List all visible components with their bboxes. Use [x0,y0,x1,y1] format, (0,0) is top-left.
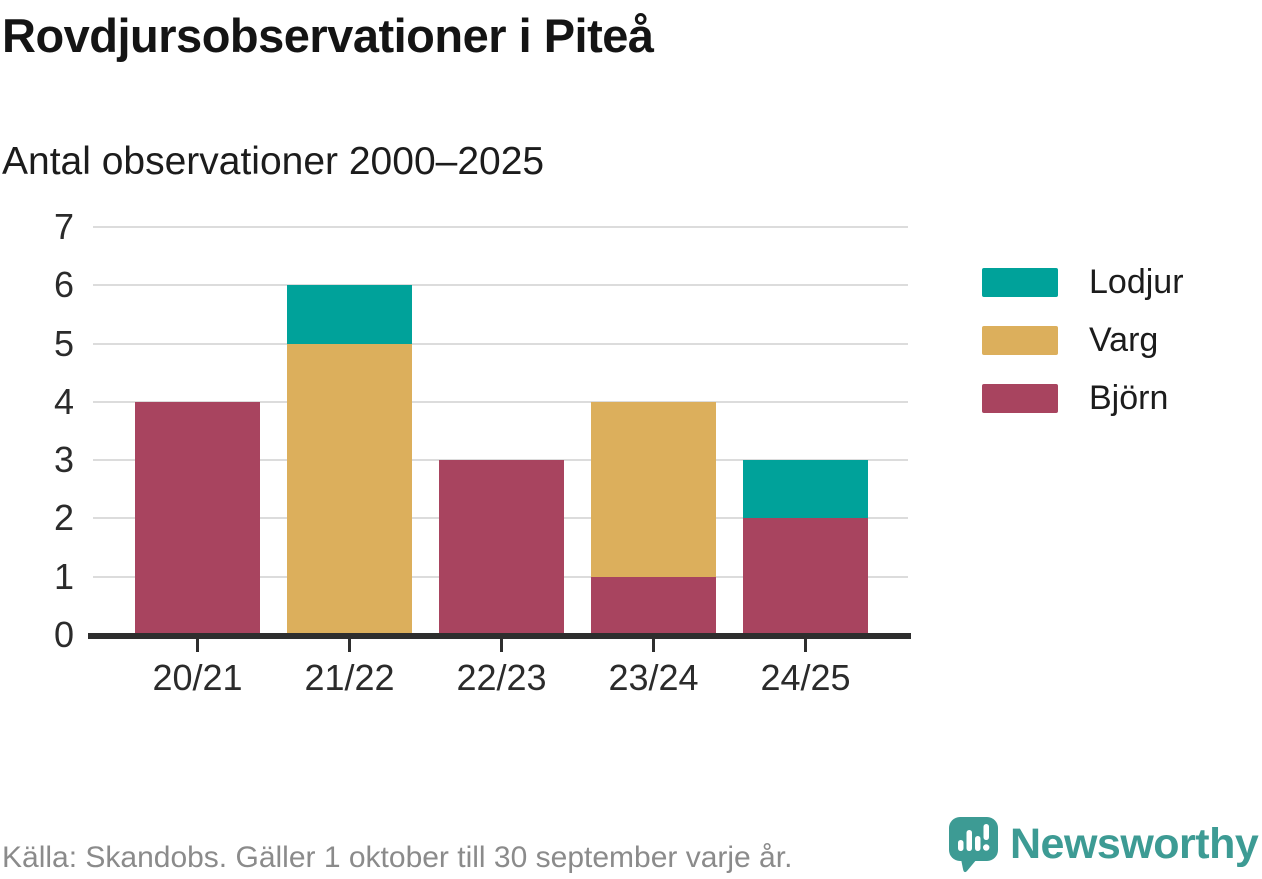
legend-item: Varg [982,311,1184,369]
y-axis: 0 1 2 3 4 5 6 7 [0,206,74,655]
bar-segment-bjorn [591,576,716,635]
x-axis-baseline [88,633,911,639]
x-axis-tick [500,639,503,652]
legend: Lodjur Varg Björn [982,253,1184,427]
gridline [93,400,908,403]
bar-segment-lodjur [287,285,412,344]
source-note: Källa: Skandobs. Gäller 1 oktober till 3… [2,841,793,874]
y-tick-label: 5 [53,322,74,364]
legend-label: Varg [1089,320,1159,359]
y-tick-label: 6 [53,264,74,306]
y-tick-label: 0 [53,614,74,655]
legend-swatch [982,325,1058,355]
chart-subtitle: Antal observationer 2000–2025 [2,140,545,183]
x-tick-label: 20/21 [152,657,243,698]
gridline [93,226,908,228]
y-tick-label: 4 [53,380,74,422]
bar-segment-bjorn [743,518,868,635]
legend-label: Lodjur [1089,262,1184,301]
legend-item: Björn [982,369,1184,427]
newsworthy-bubble-chart-icon [949,817,998,873]
x-axis-tick [804,639,807,652]
plot-area: 20/21 21/22 22/23 23/24 24/25 [88,226,911,698]
x-axis-tick [652,639,655,652]
x-tick-label: 24/25 [760,657,851,698]
bar-segment-varg [287,343,412,635]
gridline [93,342,908,345]
bar-segment-bjorn [135,401,260,635]
y-tick-label: 3 [53,439,74,481]
chart-title: Rovdjursobservationer i Piteå [2,9,654,62]
gridline [93,459,908,462]
x-tick-label: 21/22 [304,657,395,698]
y-tick-label: 1 [53,555,74,597]
y-tick-label: 7 [53,206,74,247]
newsworthy-wordmark: Newsworthy [1010,819,1259,868]
x-axis-tick [348,639,351,652]
x-axis-tick [196,639,199,652]
bar-segment-varg [591,401,716,577]
gridline [93,284,908,287]
legend-item: Lodjur [982,253,1184,311]
legend-swatch [982,267,1058,297]
bar-segment-bjorn [439,460,564,635]
bar-segment-lodjur [743,460,868,519]
newsworthy-logo: Newsworthy [946,815,1259,873]
legend-swatch [982,383,1058,413]
x-tick-label: 23/24 [608,657,699,698]
x-tick-label: 22/23 [456,657,547,698]
y-tick-label: 2 [53,497,74,539]
legend-label: Björn [1089,378,1169,417]
